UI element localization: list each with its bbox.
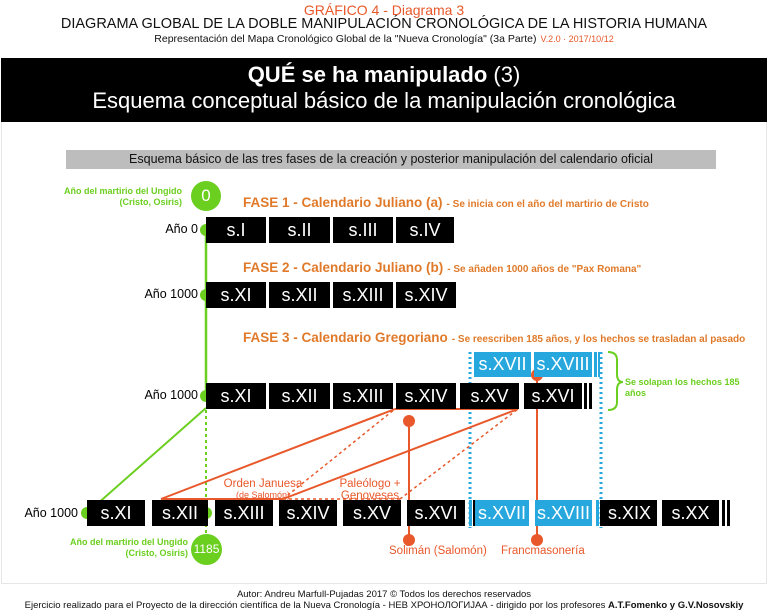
- century-block: s.III: [333, 217, 393, 243]
- phase-3-name: FASE 3 - Calendario Gregoriano: [243, 330, 448, 345]
- diagram-subtitle: Representación del Mapa Cronológico Glob…: [0, 33, 768, 45]
- overlap-end-bar: [596, 500, 599, 526]
- century-block: s.XIX: [602, 500, 657, 526]
- century-block: s.XI: [206, 282, 266, 308]
- banner-heading-number: (3): [487, 62, 521, 87]
- footer-credits: Ejercicio realizado para el Proyecto de …: [0, 600, 768, 611]
- overlap-end-bar: [594, 352, 597, 377]
- orden-januesa-sub: (de Salomón): [235, 490, 291, 500]
- paleologo-label: Paleólogo + Genoveses: [335, 478, 405, 502]
- overlap-end-bar: [598, 352, 600, 377]
- diagram-frame: [1, 122, 767, 584]
- century-block: s.XII: [269, 383, 330, 409]
- century-block: s.XIII: [215, 500, 273, 526]
- phase-2-note: - Se añaden 1000 años de "Pax Romana": [447, 264, 642, 275]
- orden-januesa-label: Orden Januesa (de Salomón): [213, 478, 313, 500]
- phase-3-year-label: Año 1000: [144, 388, 198, 402]
- orden-januesa-main: Orden Januesa: [223, 478, 303, 490]
- final-year-label: Año 1000: [24, 506, 78, 520]
- row-end-bar: [584, 383, 587, 409]
- century-block: s.XVI: [524, 383, 582, 409]
- martyr-note-top-l1: Año del martirio del Ungido: [63, 186, 182, 196]
- century-block: s.II: [269, 217, 330, 243]
- row-end-bar: [589, 383, 592, 409]
- title-banner: QUÉ se ha manipulado (3) Esquema concept…: [1, 58, 767, 122]
- footer-credits-text: Ejercicio realizado para el Proyecto de …: [24, 600, 609, 611]
- century-block: s.XIII: [333, 282, 393, 308]
- phase-3-note: - Se reescriben 185 años, y los hechos s…: [451, 334, 746, 345]
- martyr-note-bottom-l2: (Cristo, Osiris): [125, 548, 188, 558]
- francmasoneria-label: Francmasonería: [501, 545, 585, 557]
- overlap-start-bar: [469, 500, 472, 526]
- subtitle-text: Representación del Mapa Cronológico Glob…: [154, 33, 537, 45]
- century-block: s.XX: [662, 500, 719, 526]
- row-end-bar: [722, 500, 725, 526]
- overlap-century-block: s.XVII: [474, 352, 531, 377]
- century-block: s.XIV: [396, 282, 456, 308]
- overlap-century-block: s.XVIII: [534, 352, 592, 377]
- century-block: s.IV: [396, 217, 454, 243]
- martyr-year-badge-bottom: 1185: [191, 534, 222, 565]
- phase-2-year-label: Año 1000: [144, 287, 198, 301]
- martyr-note-top-l2: (Cristo, Osiris): [119, 197, 182, 207]
- phase-1-note: - Se inicia con el año del martirio de C…: [446, 199, 649, 210]
- banner-heading-bold: QUÉ se ha manipulado: [247, 62, 488, 87]
- phase-2-title: FASE 2 - Calendario Juliano (b) - Se añad…: [243, 260, 641, 275]
- overlap-end-bar: [600, 500, 602, 526]
- highlighted-century-block: s.XVIII: [535, 500, 592, 526]
- phase-3-title: FASE 3 - Calendario Gregoriano - Se reesc…: [243, 330, 745, 345]
- highlighted-century-block: s.XVII: [475, 500, 529, 526]
- footer-professors: A.T.Fomenko y G.V.Nosovskiy: [608, 600, 744, 611]
- row-end-bar: [727, 500, 730, 526]
- overlap-note: Se solapan los hechos 185 años: [625, 377, 740, 398]
- footer-author: Autor: Andreu Marfull-Pujadas 2017 © Tod…: [236, 589, 532, 600]
- diagram-title: DIAGRAMA GLOBAL DE LA DOBLE MANIPULACIÓN…: [60, 16, 708, 32]
- paleologo-l1: Paleólogo +: [339, 478, 401, 490]
- version-date: V.2.0 · 2017/10/12: [540, 34, 614, 44]
- phase-1-year-label: Año 0: [165, 222, 198, 236]
- martyr-year-badge-top: 0: [191, 181, 221, 211]
- century-block: s.XIV: [279, 500, 337, 526]
- paleologo-l2: Genoveses: [340, 490, 400, 502]
- phase-2-name: FASE 2 - Calendario Juliano (b): [243, 260, 444, 275]
- phase-1-title: FASE 1 - Calendario Juliano (a) - Se inic…: [243, 195, 649, 210]
- century-block: s.XII: [152, 500, 208, 526]
- century-block: s.XI: [87, 500, 145, 526]
- century-block: s.XV: [343, 500, 401, 526]
- martyr-note-bottom: Año del martirio del Ungido (Cristo, Osi…: [52, 537, 188, 559]
- century-block: s.XIV: [396, 383, 456, 409]
- banner-heading: QUÉ se ha manipulado (3): [1, 62, 767, 88]
- graphic-label: GRÁFICO 4 - Diagrama 3: [303, 2, 465, 18]
- martyr-note-bottom-l1: Año del martirio del Ungido: [69, 537, 188, 547]
- banner-subheading: Esquema conceptual básico de la manipula…: [92, 88, 676, 113]
- century-block: s.XV: [460, 383, 519, 409]
- overlap-start-bar: [473, 500, 475, 526]
- soliman-label: Solimán (Salomón): [389, 545, 487, 557]
- section-header: Esquema básico de las tres fases de la c…: [66, 150, 716, 169]
- century-block: s.I: [206, 217, 266, 243]
- century-block: s.XIII: [333, 383, 393, 409]
- phase-1-name: FASE 1 - Calendario Juliano (a): [243, 195, 443, 210]
- martyr-note-top: Año del martirio del Ungido (Cristo, Osi…: [52, 186, 182, 208]
- century-block: s.XI: [206, 383, 266, 409]
- century-block: s.XVI: [407, 500, 465, 526]
- century-block: s.XII: [269, 282, 330, 308]
